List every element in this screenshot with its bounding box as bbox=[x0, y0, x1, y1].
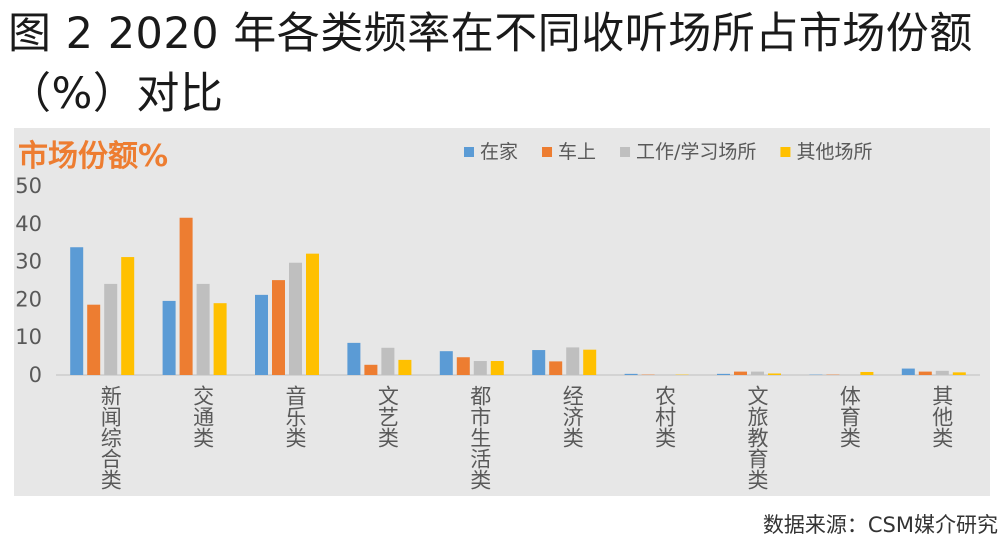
chart-panel: 市场份额% 0 10 20 30 40 50 新闻综合类 交通类 音乐类 文艺类 都市生活类 经济类 农村… bbox=[14, 128, 990, 496]
y-tick-label: 30 bbox=[15, 250, 42, 274]
bar bbox=[179, 217, 193, 375]
bar bbox=[121, 257, 135, 375]
legend-label: 工作/学习场所 bbox=[636, 141, 756, 163]
bar bbox=[751, 371, 764, 375]
y-tick-label: 0 bbox=[29, 363, 42, 387]
bar bbox=[364, 364, 378, 375]
bar bbox=[381, 347, 395, 375]
bar bbox=[87, 304, 101, 375]
y-tick-label: 20 bbox=[15, 287, 42, 311]
bar bbox=[901, 368, 915, 375]
bar bbox=[734, 371, 747, 375]
bar bbox=[70, 247, 84, 375]
bar bbox=[196, 283, 210, 375]
x-tick-label: 文艺类 bbox=[375, 385, 399, 448]
x-tick-label: 体育类 bbox=[837, 385, 861, 448]
bar bbox=[439, 351, 453, 375]
bar bbox=[255, 294, 268, 375]
chart-title: 市场份额% bbox=[18, 139, 168, 174]
legend-swatch bbox=[542, 147, 553, 157]
legend-swatch bbox=[620, 147, 631, 157]
legend-swatch bbox=[464, 147, 474, 157]
y-tick-label: 50 bbox=[15, 174, 42, 198]
y-tick-label: 10 bbox=[15, 325, 42, 349]
x-tick-label: 交通类 bbox=[191, 385, 215, 448]
bar bbox=[952, 372, 966, 375]
bar bbox=[583, 349, 597, 375]
x-tick-label: 音乐类 bbox=[283, 385, 307, 448]
bar bbox=[717, 373, 730, 375]
legend-label: 其他场所 bbox=[796, 141, 872, 163]
x-tick-label: 农村类 bbox=[653, 385, 677, 448]
bar bbox=[566, 347, 580, 375]
bar bbox=[473, 361, 487, 375]
legend-swatch bbox=[780, 147, 791, 157]
bar bbox=[306, 253, 319, 375]
x-tick-label: 经济类 bbox=[560, 385, 584, 448]
bar bbox=[918, 371, 932, 375]
x-tick-label: 文旅教育类 bbox=[745, 385, 769, 490]
bar bbox=[624, 373, 638, 375]
bar bbox=[347, 342, 361, 375]
figure-title: 图 2 2020 年各类频率在不同收听场所占市场份额（%）对比 bbox=[8, 9, 973, 119]
bar bbox=[104, 283, 118, 375]
bar bbox=[162, 300, 176, 375]
data-source: 数据来源：CSM媒介研究 bbox=[762, 513, 998, 537]
x-tick-label: 都市生活类 bbox=[468, 385, 492, 490]
bar bbox=[213, 303, 227, 375]
bar bbox=[490, 361, 504, 375]
bar bbox=[456, 357, 470, 375]
bar bbox=[549, 361, 563, 375]
legend-label: 车上 bbox=[558, 141, 596, 163]
y-tick-label: 40 bbox=[15, 212, 42, 236]
bar bbox=[860, 371, 874, 375]
bar-chart: 市场份额% 0 10 20 30 40 50 新闻综合类 交通类 音乐类 文艺类 都市生活类 经济类 农村… bbox=[15, 139, 980, 490]
bar bbox=[935, 370, 949, 375]
bar bbox=[272, 280, 285, 375]
bar bbox=[768, 373, 781, 375]
bar bbox=[289, 262, 302, 375]
x-tick-label: 新闻综合类 bbox=[98, 385, 122, 490]
x-tick-label: 其他类 bbox=[930, 385, 954, 448]
bar bbox=[398, 359, 412, 375]
bar bbox=[532, 350, 546, 375]
legend-label: 在家 bbox=[480, 141, 518, 163]
